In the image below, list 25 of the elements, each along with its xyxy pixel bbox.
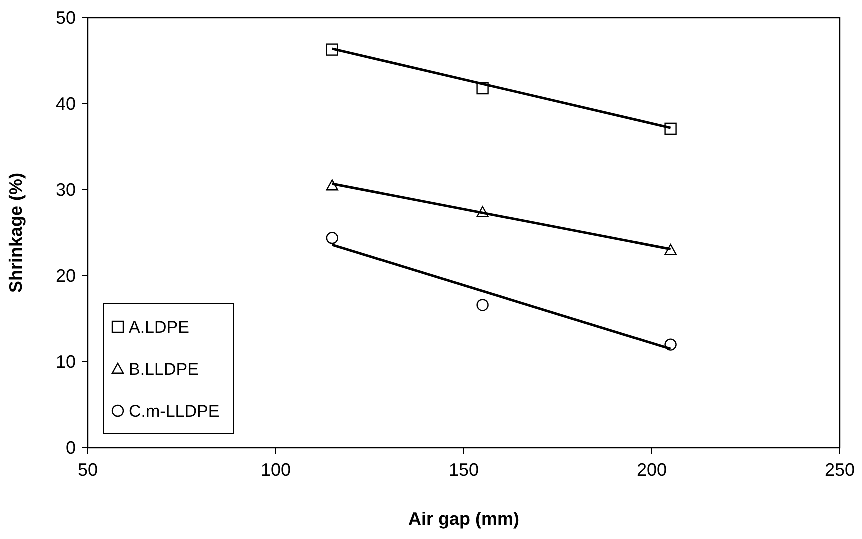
y-axis-title: Shrinkage (%)	[6, 172, 26, 294]
legend-label: C.m-LLDPE	[129, 402, 220, 421]
y-tick-label: 0	[66, 438, 76, 458]
x-axis-title: Air gap (mm)	[408, 509, 520, 529]
y-tick-label: 40	[56, 94, 76, 114]
point	[476, 82, 489, 95]
point	[326, 44, 338, 56]
point	[476, 299, 489, 312]
point	[664, 338, 677, 351]
point	[664, 122, 677, 136]
point	[326, 232, 338, 244]
legend-label: B.LLDPE	[129, 360, 199, 379]
point	[476, 206, 489, 218]
y-tick-label: 50	[56, 8, 76, 28]
y-tick-label: 30	[56, 180, 76, 200]
y-tick-label: 20	[56, 266, 76, 286]
point	[326, 180, 338, 191]
x-tick-label: 200	[636, 460, 668, 480]
x-tick-label: 50	[78, 460, 98, 480]
point	[664, 244, 677, 256]
y-tick-label: 10	[56, 352, 76, 372]
legend-label: A.LDPE	[129, 318, 190, 337]
x-tick-label: 150	[448, 460, 480, 480]
x-tick-label: 250	[824, 460, 856, 480]
x-tick-label: 100	[260, 460, 292, 480]
